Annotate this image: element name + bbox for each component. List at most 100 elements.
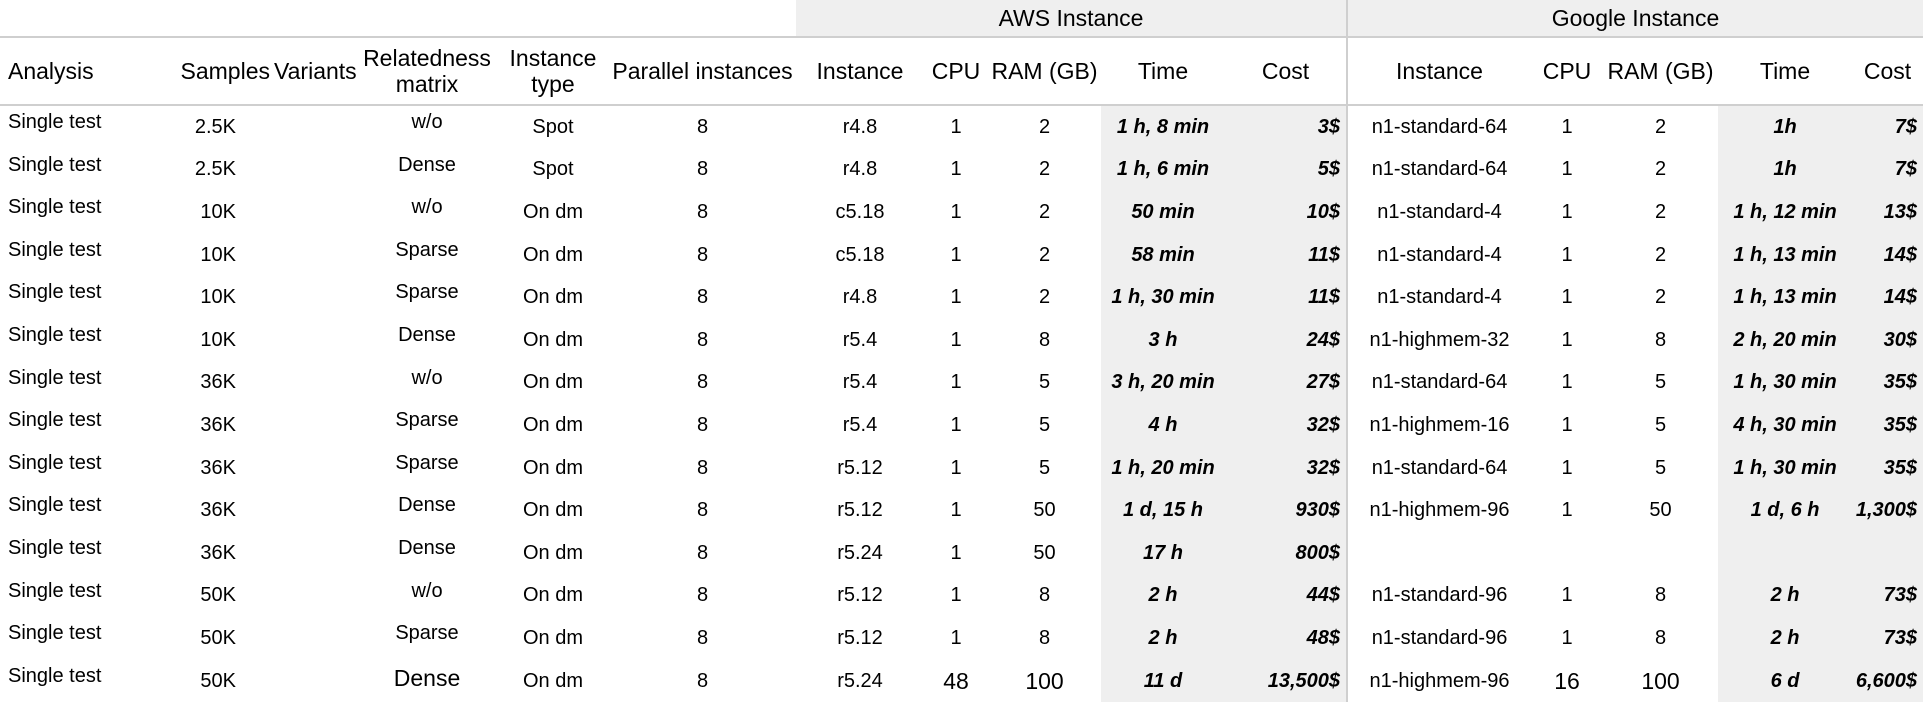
cell-g-cost: 13$ — [1852, 191, 1923, 234]
cell-aws-cost: 11$ — [1225, 233, 1349, 277]
cell-g-cpu: 1 — [1561, 286, 1573, 309]
cell-g-cpu: 1 — [1561, 456, 1573, 479]
cell-aws-time: 1 h, 30 min — [1101, 276, 1225, 319]
cell-g-instance: n1-highmem-96 — [1369, 499, 1510, 522]
cell-aws-instance: c5.18 — [835, 243, 885, 266]
cell-g-cost: 35$ — [1852, 446, 1923, 490]
table-row: Single test 10K w/o On dm 8 c5.18 1 2 50 min 10$ n… — [0, 191, 1923, 234]
cell-g-instance: n1-standard-64 — [1371, 115, 1508, 138]
cell-g-cpu: 1 — [1561, 200, 1573, 223]
cell-samples: 50K — [200, 669, 236, 692]
cell-parallel: 8 — [696, 584, 709, 607]
cell-aws-cpu: 1 — [950, 328, 962, 351]
cell-aws-ram: 5 — [1038, 371, 1051, 394]
cell-parallel: 8 — [696, 328, 709, 351]
header-g-cpu: CPU — [1531, 36, 1604, 106]
table-row: Single test 36K Sparse On dm 8 r5.12 1 5 1 h, 20… — [0, 446, 1923, 490]
cell-g-time: 2 h — [1718, 617, 1853, 660]
column-header-row: Analysis Samples Variants Relatedness ma… — [0, 36, 1923, 106]
cell-g-cpu: 1 — [1561, 243, 1573, 266]
cell-samples: 50K — [200, 626, 236, 649]
cell-g-time: 2 h, 20 min — [1718, 318, 1853, 362]
cell-type: On dm — [522, 200, 584, 223]
header-g-ram: RAM (GB) — [1603, 36, 1719, 106]
table-row: Single test 10K Sparse On dm 8 c5.18 1 2 58 min 1… — [0, 233, 1923, 277]
cell-samples: 36K — [200, 456, 236, 479]
cell-aws-instance: r4.8 — [842, 158, 878, 181]
cell-g-instance — [1347, 532, 1531, 575]
cell-variants — [272, 617, 357, 660]
cell-variants — [272, 575, 357, 618]
cell-aws-cpu: 1 — [950, 200, 962, 223]
cell-aws-time: 1 d, 15 h — [1101, 489, 1225, 532]
cell-samples: 10K — [200, 286, 236, 309]
cell-g-cpu — [1531, 532, 1603, 575]
cell-aws-ram: 100 — [1025, 667, 1064, 694]
header-samples: Samples — [165, 36, 272, 106]
cell-g-cost: 14$ — [1852, 276, 1923, 319]
cell-aws-instance: r5.4 — [842, 413, 878, 436]
cell-aws-time: 3 h — [1101, 318, 1225, 362]
cell-relatedness: Dense — [398, 536, 456, 559]
cell-aws-cost: 11$ — [1225, 276, 1349, 319]
cell-type: On dm — [522, 413, 584, 436]
cell-type: Spot — [532, 115, 574, 138]
cell-aws-time: 3 h, 20 min — [1101, 361, 1225, 405]
cell-samples: 10K — [200, 200, 236, 223]
cell-type: On dm — [522, 499, 584, 522]
cell-analysis: Single test — [8, 153, 102, 176]
cell-aws-cost: 10$ — [1225, 191, 1349, 234]
cell-g-ram — [1603, 532, 1718, 575]
table-row: Single test 36K Dense On dm 8 r5.24 1 50 17 h 800… — [0, 531, 1923, 575]
cell-aws-instance: r5.12 — [837, 499, 883, 522]
cell-g-cpu: 1 — [1561, 626, 1573, 649]
cell-aws-time: 50 min — [1101, 191, 1225, 234]
cell-parallel: 8 — [696, 286, 709, 309]
cell-analysis: Single test — [8, 281, 102, 304]
cell-aws-ram: 5 — [1038, 456, 1051, 479]
cell-analysis: Single test — [8, 579, 102, 602]
cell-relatedness: Dense — [398, 323, 456, 346]
cell-g-time: 1 h, 13 min — [1718, 233, 1853, 277]
cell-parallel: 8 — [696, 456, 709, 479]
cell-g-cost: 35$ — [1852, 404, 1923, 447]
cell-g-ram: 100 — [1641, 667, 1680, 694]
cell-samples: 50K — [200, 584, 236, 607]
cell-analysis: Single test — [8, 111, 102, 133]
cell-samples: 36K — [200, 499, 236, 522]
cell-aws-instance: r4.8 — [842, 115, 878, 138]
cell-g-instance: n1-standard-4 — [1377, 243, 1502, 266]
cell-g-cpu: 1 — [1561, 371, 1573, 394]
table-row: Single test 10K Dense On dm 8 r5.4 1 8 3 h 24$ n1-… — [0, 318, 1923, 362]
cell-g-ram: 2 — [1654, 243, 1667, 266]
cell-g-cpu: 1 — [1561, 584, 1573, 607]
cell-g-instance: n1-standard-96 — [1371, 584, 1508, 607]
cell-samples: 10K — [200, 328, 236, 351]
cell-g-ram: 8 — [1654, 626, 1667, 649]
cell-parallel: 8 — [696, 200, 709, 223]
cell-aws-ram: 8 — [1038, 626, 1051, 649]
cell-variants — [272, 319, 357, 362]
cell-g-cost: 1,300$ — [1852, 489, 1923, 532]
cell-parallel: 8 — [696, 541, 709, 564]
cell-aws-instance: r5.24 — [837, 541, 883, 564]
header-aws-instance: Instance — [796, 36, 924, 106]
cell-aws-ram: 5 — [1038, 413, 1051, 436]
cell-aws-cpu: 1 — [950, 584, 962, 607]
cell-g-cpu: 1 — [1561, 158, 1573, 181]
cell-aws-cost: 3$ — [1225, 105, 1349, 149]
cell-relatedness: w/o — [411, 579, 443, 602]
header-aws-ram: RAM (GB) — [988, 36, 1101, 106]
cell-type: On dm — [522, 286, 584, 309]
cell-samples: 10K — [200, 243, 236, 266]
cell-relatedness: w/o — [411, 196, 443, 219]
cell-aws-ram: 2 — [1038, 115, 1051, 138]
cell-g-cpu: 1 — [1561, 413, 1573, 436]
cell-aws-instance: r5.4 — [842, 328, 878, 351]
cell-analysis: Single test — [8, 409, 102, 432]
cell-aws-cost: 32$ — [1225, 404, 1349, 447]
header-aws-cost: Cost — [1225, 36, 1349, 106]
cell-variants — [272, 404, 357, 447]
cell-parallel: 8 — [696, 499, 709, 522]
